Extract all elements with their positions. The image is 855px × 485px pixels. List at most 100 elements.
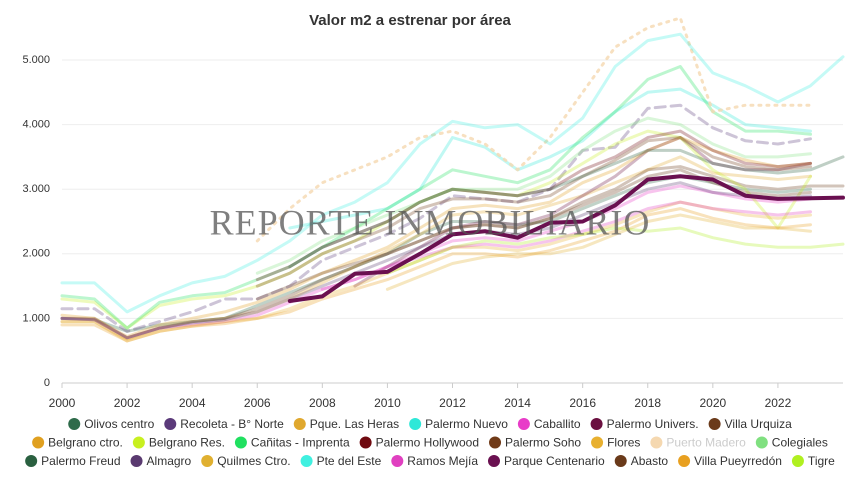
- legend-label: Palermo Univers.: [607, 417, 699, 431]
- legend-label: Quilmes Ctro.: [217, 454, 290, 468]
- legend-item[interactable]: Parque Centenario: [487, 454, 605, 468]
- legend-label: Colegiales: [772, 436, 828, 450]
- legend-marker: [130, 455, 143, 467]
- series-line: [288, 87, 812, 230]
- x-tick-label: 2006: [244, 396, 271, 410]
- legend-item[interactable]: Quilmes Ctro.: [201, 454, 291, 468]
- legend-item[interactable]: Ramos Mejía: [391, 454, 478, 468]
- legend-item[interactable]: Almagro: [130, 454, 192, 468]
- legend-label: Belgrano Res.: [149, 436, 225, 450]
- legend-item[interactable]: Tigre: [791, 454, 835, 468]
- legend-label: Abasto: [631, 454, 669, 468]
- legend-marker: [755, 436, 768, 449]
- legend-label: Flores: [607, 436, 640, 450]
- x-tick-label: 2012: [439, 396, 466, 410]
- legend-marker: [678, 455, 691, 467]
- legend-item[interactable]: Belgrano ctro.: [32, 436, 123, 450]
- series-line: [60, 155, 812, 341]
- legend-item[interactable]: Palermo Hollywood: [359, 436, 479, 450]
- legend-item[interactable]: Palermo Nuevo: [409, 417, 508, 431]
- chart-title: Valor m2 a estrenar por área: [309, 12, 511, 29]
- legend-item[interactable]: Recoleta - B° Norte: [164, 417, 284, 431]
- legend-marker: [300, 455, 313, 467]
- legend-item[interactable]: Pte del Este: [300, 454, 382, 468]
- legend-item[interactable]: Puerto Madero: [650, 436, 746, 450]
- x-tick-label: 2016: [569, 396, 596, 410]
- legend-item[interactable]: Colegiales: [755, 436, 828, 450]
- legend-marker: [489, 436, 502, 449]
- legend-label: Palermo Soho: [505, 436, 581, 450]
- x-tick-label: 2004: [179, 396, 206, 410]
- series-line: [287, 174, 845, 303]
- legend-marker: [132, 436, 145, 449]
- x-tick-label: 2020: [699, 396, 726, 410]
- y-tick-label: 4.000: [22, 119, 50, 131]
- series-line: [385, 226, 845, 275]
- legend-marker: [293, 418, 306, 430]
- legend-label: Belgrano ctro.: [48, 436, 123, 450]
- legend-item[interactable]: Belgrano Res.: [132, 436, 225, 450]
- legend-label: Almagro: [147, 454, 192, 468]
- legend-marker: [517, 418, 530, 430]
- legend-item[interactable]: Palermo Soho: [489, 436, 581, 450]
- legend-marker: [234, 436, 247, 449]
- legend-label: Ramos Mejía: [407, 454, 478, 468]
- legend-item[interactable]: Abasto: [614, 454, 669, 468]
- y-tick-label: 2.000: [22, 248, 50, 260]
- legend-label: Palermo Nuevo: [425, 417, 508, 431]
- legend-label: Palermo Freud: [41, 454, 120, 468]
- series-line: [60, 184, 812, 340]
- x-tick-label: 2010: [374, 396, 401, 410]
- x-tick-label: 2002: [114, 396, 141, 410]
- series-line: [60, 165, 845, 340]
- legend-marker: [391, 455, 404, 467]
- legend-label: Caballito: [534, 417, 581, 431]
- legend-label: Pque. Las Heras: [310, 417, 399, 431]
- series-line: [255, 129, 812, 282]
- legend-label: Villa Pueyrredón: [694, 454, 782, 468]
- legend-item[interactable]: Palermo Univers.: [590, 417, 699, 431]
- series-line: [60, 32, 845, 314]
- legend-marker: [32, 436, 45, 449]
- legend-item[interactable]: Villa Pueyrredón: [678, 454, 782, 468]
- legend-item[interactable]: Villa Urquiza: [708, 417, 792, 431]
- watermark: REPORTE INMOBILIARIO: [210, 202, 651, 242]
- legend-marker: [708, 418, 721, 430]
- legend-label: Palermo Hollywood: [376, 436, 479, 450]
- series-line: [255, 16, 812, 243]
- y-tick-label: 1.000: [22, 312, 50, 324]
- legend-marker: [409, 418, 422, 430]
- legend-label: Tigre: [808, 454, 835, 468]
- y-tick-label: 5.000: [22, 54, 50, 66]
- legend-item[interactable]: Olivos centro: [68, 417, 155, 431]
- legend-item[interactable]: Palermo Freud: [25, 454, 121, 468]
- legend-label: Villa Urquiza: [725, 417, 792, 431]
- legend-item[interactable]: Flores: [591, 436, 640, 450]
- legend-marker: [614, 455, 627, 467]
- legend-item[interactable]: Pque. Las Heras: [293, 417, 399, 431]
- x-tick-label: 2018: [634, 396, 661, 410]
- legend-marker: [25, 455, 38, 467]
- y-tick-label: 0: [44, 377, 50, 389]
- series-line: [60, 181, 812, 340]
- legend-marker: [68, 418, 81, 430]
- legend-marker: [201, 455, 214, 467]
- legend-label: Puerto Madero: [666, 436, 746, 450]
- series-line: [60, 65, 812, 330]
- series-line: [255, 136, 812, 288]
- legend-item[interactable]: Cañitas - Imprenta: [234, 436, 350, 450]
- series-line: [60, 103, 812, 333]
- legend-marker: [650, 436, 663, 449]
- x-tick-label: 2000: [49, 396, 76, 410]
- legend-label: Cañitas - Imprenta: [251, 436, 350, 450]
- x-tick-label: 2022: [765, 396, 792, 410]
- series-line: [60, 129, 812, 330]
- series-line: [255, 116, 812, 275]
- legend-item[interactable]: Caballito: [517, 417, 581, 431]
- legend-label: Pte del Este: [317, 454, 382, 468]
- legend-marker: [591, 436, 604, 449]
- x-tick-label: 2008: [309, 396, 336, 410]
- legend-label: Parque Centenario: [504, 454, 605, 468]
- series-line: [60, 207, 812, 343]
